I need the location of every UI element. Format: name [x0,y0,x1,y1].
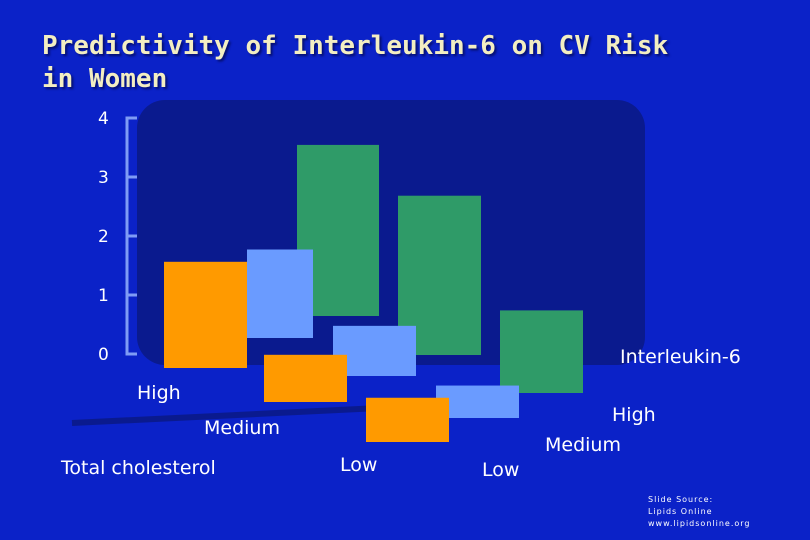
x-axis-label: Total cholesterol [60,457,216,479]
tc-label-low: Low [340,454,377,476]
bar-il6-low-tc-medium [264,354,347,402]
floor-edge [71,404,401,426]
title-line-2: in Women [42,64,168,94]
source-line-3: www.lipidsonline.org [648,519,751,528]
il6-label-medium: Medium [545,434,621,456]
bar-il6-medium-tc-high [247,249,313,338]
bar-il6-high-tc-low [500,310,583,393]
depth-axis-label: Interleukin-6 [620,346,741,368]
y-tick-label: 3 [98,168,109,188]
il6-label-low: Low [482,459,519,481]
bars [164,144,583,442]
bar-il6-low-tc-high [164,261,247,368]
bar-il6-medium-tc-low [436,385,519,418]
bar-il6-low-tc-low [366,397,449,442]
y-tick-label: 0 [98,345,109,365]
y-axis-ticks: 0 1 2 3 4 [98,109,137,365]
il6-label-high: High [612,404,656,426]
title-line-1: Predictivity of Interleukin-6 on CV Risk [42,31,669,61]
source-line-1: Slide Source: [648,495,714,504]
y-tick-label: 1 [98,286,109,306]
y-tick-label: 2 [98,227,109,247]
source-line-2: Lipids Online [648,507,713,516]
y-tick-label: 4 [98,109,109,129]
slide-source: Slide Source: Lipids Online www.lipidson… [648,494,788,530]
tc-label-medium: Medium [204,417,280,439]
chart-title: Predictivity of Interleukin-6 on CV Risk… [42,30,762,96]
tc-label-high: High [137,382,181,404]
